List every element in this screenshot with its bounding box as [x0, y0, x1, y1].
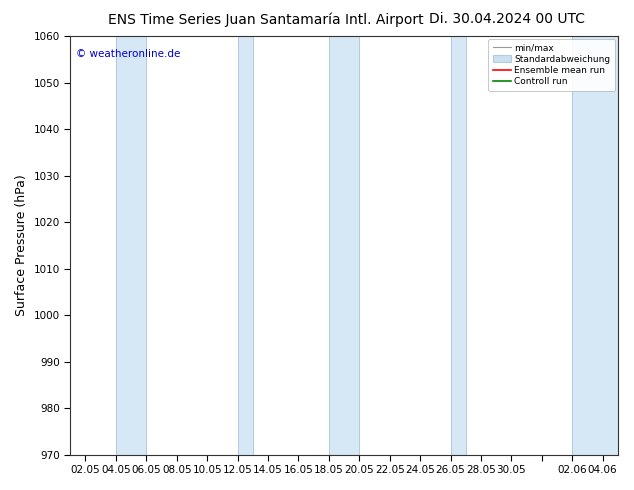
Text: © weatheronline.de: © weatheronline.de: [75, 49, 180, 59]
Text: Di. 30.04.2024 00 UTC: Di. 30.04.2024 00 UTC: [429, 12, 585, 26]
Bar: [451, 36, 466, 455]
Y-axis label: Surface Pressure (hPa): Surface Pressure (hPa): [15, 174, 28, 316]
Bar: [329, 36, 359, 455]
Bar: [238, 36, 253, 455]
Bar: [573, 36, 618, 455]
Text: ENS Time Series Juan Santamaría Intl. Airport: ENS Time Series Juan Santamaría Intl. Ai…: [108, 12, 424, 27]
Legend: min/max, Standardabweichung, Ensemble mean run, Controll run: min/max, Standardabweichung, Ensemble me…: [488, 39, 615, 91]
Bar: [116, 36, 146, 455]
